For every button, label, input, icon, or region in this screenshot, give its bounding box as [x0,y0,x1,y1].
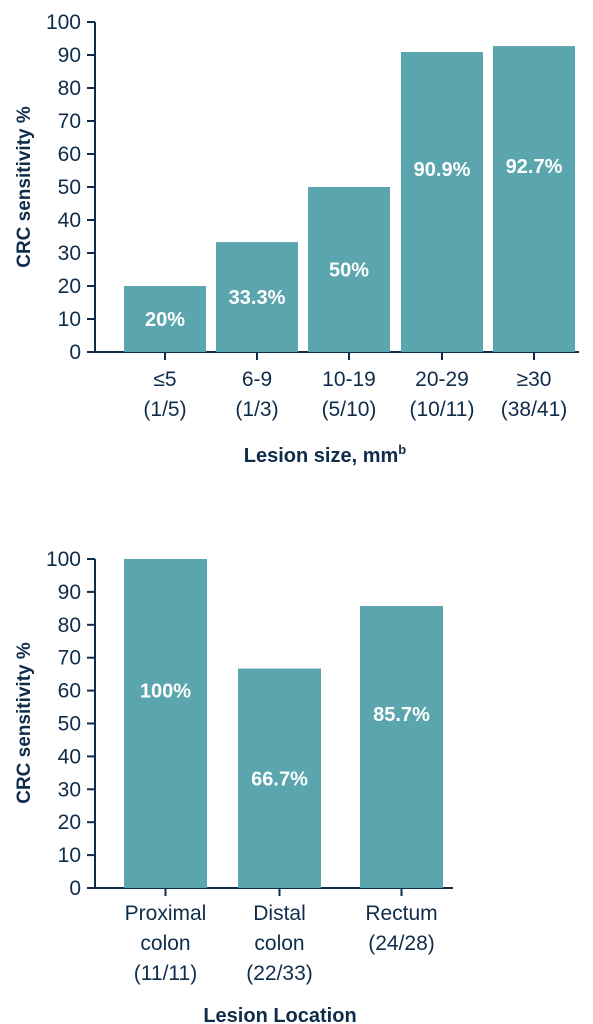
category-label: (10/11) [410,398,475,421]
y-tick-label: 40 [58,209,81,232]
bar [124,559,207,888]
category-label: (1/5) [143,398,186,421]
y-tick-label: 0 [69,341,81,364]
category-label: Distal [253,902,306,925]
data-label: 100% [140,681,191,703]
y-tick-label: 90 [58,581,81,604]
category-label: ≤5 [153,368,176,391]
data-label: 92.7% [506,156,563,178]
y-axis-label: CRC sensitivity % [14,642,35,804]
data-label: 33.3% [229,287,286,309]
bar [238,668,321,888]
bar [308,187,390,352]
category-label: colon [140,932,190,955]
category-label: Rectum [365,902,437,925]
y-tick-label: 90 [58,44,81,67]
category-label: (1/3) [235,398,278,421]
y-tick-label: 10 [58,844,81,867]
y-tick-label: 20 [58,811,81,834]
bar [493,46,575,353]
data-label: 66.7% [251,768,308,790]
chart-lesion-size: 0 10 20 30 40 50 60 70 80 90 100 20% ≤5 (1/5) 33.3% 6-9… [14,11,579,467]
category-label: (5/10) [322,398,377,421]
y-tick-label: 20 [58,275,81,298]
category-label: (38/41) [501,398,568,421]
y-tick-label: 100 [46,11,81,34]
bar [360,606,443,888]
y-tick-label: 30 [58,242,81,265]
y-tick-label: 80 [58,614,81,637]
y-tick-label: 70 [58,110,81,133]
y-tick-label: 80 [58,77,81,100]
y-tick-label: 30 [58,778,81,801]
y-tick-label: 40 [58,745,81,768]
y-tick-label: 100 [46,548,81,571]
data-label: 85.7% [373,704,430,726]
x-axis-label: Lesion Location [203,1005,356,1024]
y-tick-label: 50 [58,713,81,736]
bar [216,242,298,352]
y-tick-label: 60 [58,143,81,166]
category-label: (24/28) [368,932,435,955]
y-tick-label: 50 [58,176,81,199]
x-axis-label: Lesion size, mmb [244,442,407,467]
y-tick-label: 60 [58,680,81,703]
y-tick-label: 10 [58,308,81,331]
category-label: Proximal [125,902,207,925]
bar [124,286,206,352]
category-label: 10-19 [322,368,376,391]
y-tick-label: 0 [69,877,81,900]
x-axis-label-superscript: b [398,442,406,457]
data-label: 50% [329,260,369,282]
data-label: 20% [145,309,185,331]
y-axis-label: CRC sensitivity % [14,106,35,268]
chart-lesion-location: 0 10 20 30 40 50 60 70 80 90 100 100% Proximal colon (… [14,548,453,1024]
category-label: ≥30 [517,368,552,391]
y-tick-label: 70 [58,647,81,670]
category-label: 6-9 [242,368,272,391]
category-label: colon [254,932,304,955]
bar [401,52,483,352]
category-label: (22/33) [246,962,313,985]
data-label: 90.9% [414,159,471,181]
category-label: 20-29 [415,368,469,391]
category-label: (11/11) [134,962,197,985]
